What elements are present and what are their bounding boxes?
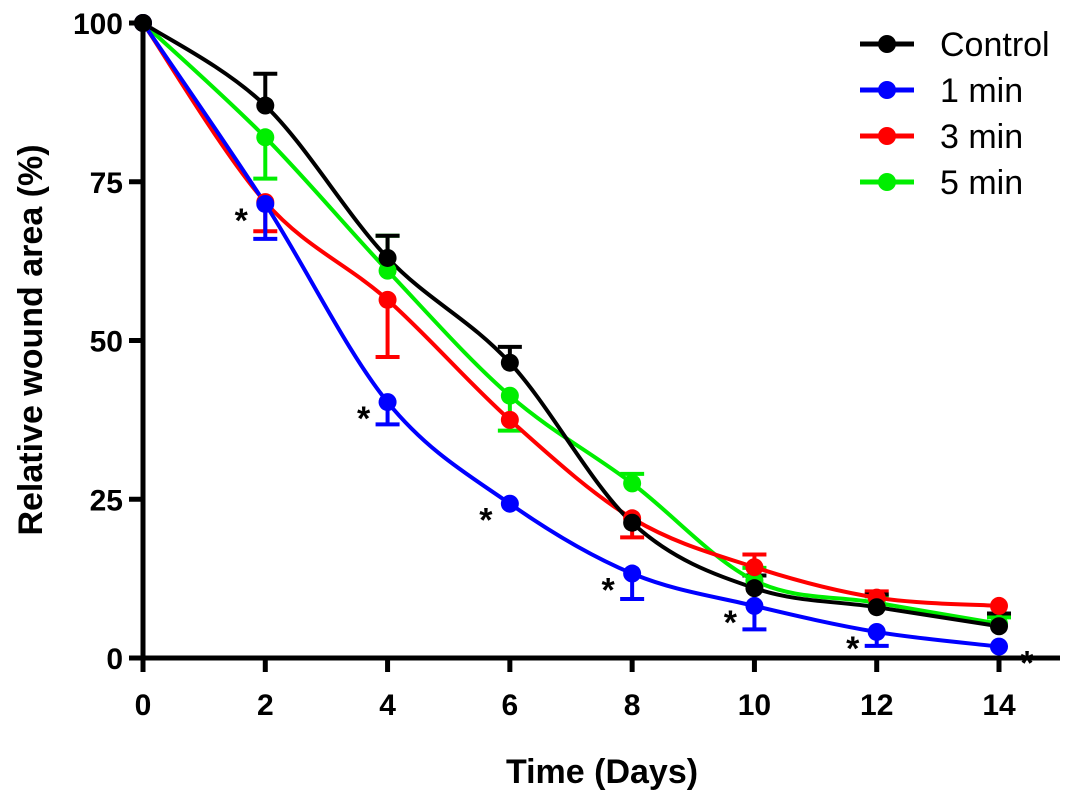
data-point-control-6 <box>500 353 519 372</box>
legend-label-control: Control <box>940 26 1050 64</box>
data-point-5-min-6 <box>500 386 519 405</box>
y-axis-title: Relative wound area (%) <box>12 144 50 535</box>
series-line-1-min <box>141 21 1000 649</box>
data-point-5-min-4 <box>378 261 397 280</box>
series-line-control <box>141 21 1000 629</box>
data-point-1-min-6 <box>500 494 519 513</box>
significance-marker-12: * <box>846 630 860 668</box>
data-point-3-min-4 <box>378 290 397 309</box>
data-point-control-14 <box>990 617 1008 636</box>
significance-marker-6: * <box>479 502 493 540</box>
significance-marker-2: * <box>235 202 249 240</box>
x-tick-label-6: 6 <box>502 689 519 722</box>
y-tick-label-75: 75 <box>90 167 123 200</box>
data-point-1-min-4 <box>378 393 397 412</box>
series-lines <box>141 21 1000 649</box>
legend-marker-1-min <box>878 81 896 99</box>
legend: Control 1 min 3 min 5 min <box>860 26 1050 202</box>
data-point-control-10 <box>745 579 764 598</box>
data-point-1-min-12 <box>867 622 886 641</box>
legend-label-1-min: 1 min <box>940 72 1023 110</box>
significance-marker-8: * <box>602 572 616 610</box>
series-line-5-min <box>141 21 1000 626</box>
legend-marker-control <box>878 35 896 53</box>
data-point-1-min-10 <box>745 596 764 615</box>
data-point-3-min-6 <box>500 410 519 429</box>
data-point-control-8 <box>623 513 642 532</box>
data-points <box>134 14 1008 656</box>
significance-marker-4: * <box>357 400 371 438</box>
x-tick-label-14: 14 <box>982 689 1016 722</box>
significance-marker-10: * <box>724 604 738 642</box>
data-point-control-2 <box>256 96 275 115</box>
legend-marker-5-min <box>878 173 896 191</box>
x-tick-label-10: 10 <box>738 689 771 722</box>
data-point-5-min-2 <box>256 128 275 147</box>
axes: 0 2 4 6 8 10 12 14 0 25 50 75 100 <box>73 8 1060 722</box>
data-point-3-min-14 <box>990 596 1008 615</box>
data-point-control-12 <box>867 598 886 617</box>
data-point-1-min-2 <box>256 194 275 213</box>
legend-label-5-min: 5 min <box>940 164 1023 202</box>
data-point-1-min-8 <box>623 564 642 583</box>
significance-markers: * * * * * * * <box>235 202 1035 683</box>
legend-label-3-min: 3 min <box>940 118 1023 156</box>
y-tick-label-100: 100 <box>73 8 123 41</box>
y-tick-label-0: 0 <box>106 643 123 676</box>
data-point-1-min-14 <box>990 637 1008 656</box>
data-point-5-min-8 <box>623 474 642 493</box>
x-axis-title: Time (Days) <box>506 753 698 791</box>
error-bars <box>253 71 1011 648</box>
x-tick-label-0: 0 <box>135 689 152 722</box>
data-point-control-4 <box>378 248 397 267</box>
legend-marker-3-min <box>878 127 896 145</box>
x-tick-label-2: 2 <box>257 689 274 722</box>
significance-marker-14: * <box>1020 645 1034 683</box>
y-tick-label-50: 50 <box>90 326 123 359</box>
y-tick-label-25: 25 <box>90 484 123 517</box>
x-tick-label-8: 8 <box>624 689 641 722</box>
x-tick-label-12: 12 <box>860 689 893 722</box>
data-point-3-min-10 <box>745 558 764 577</box>
x-tick-label-4: 4 <box>379 689 396 722</box>
